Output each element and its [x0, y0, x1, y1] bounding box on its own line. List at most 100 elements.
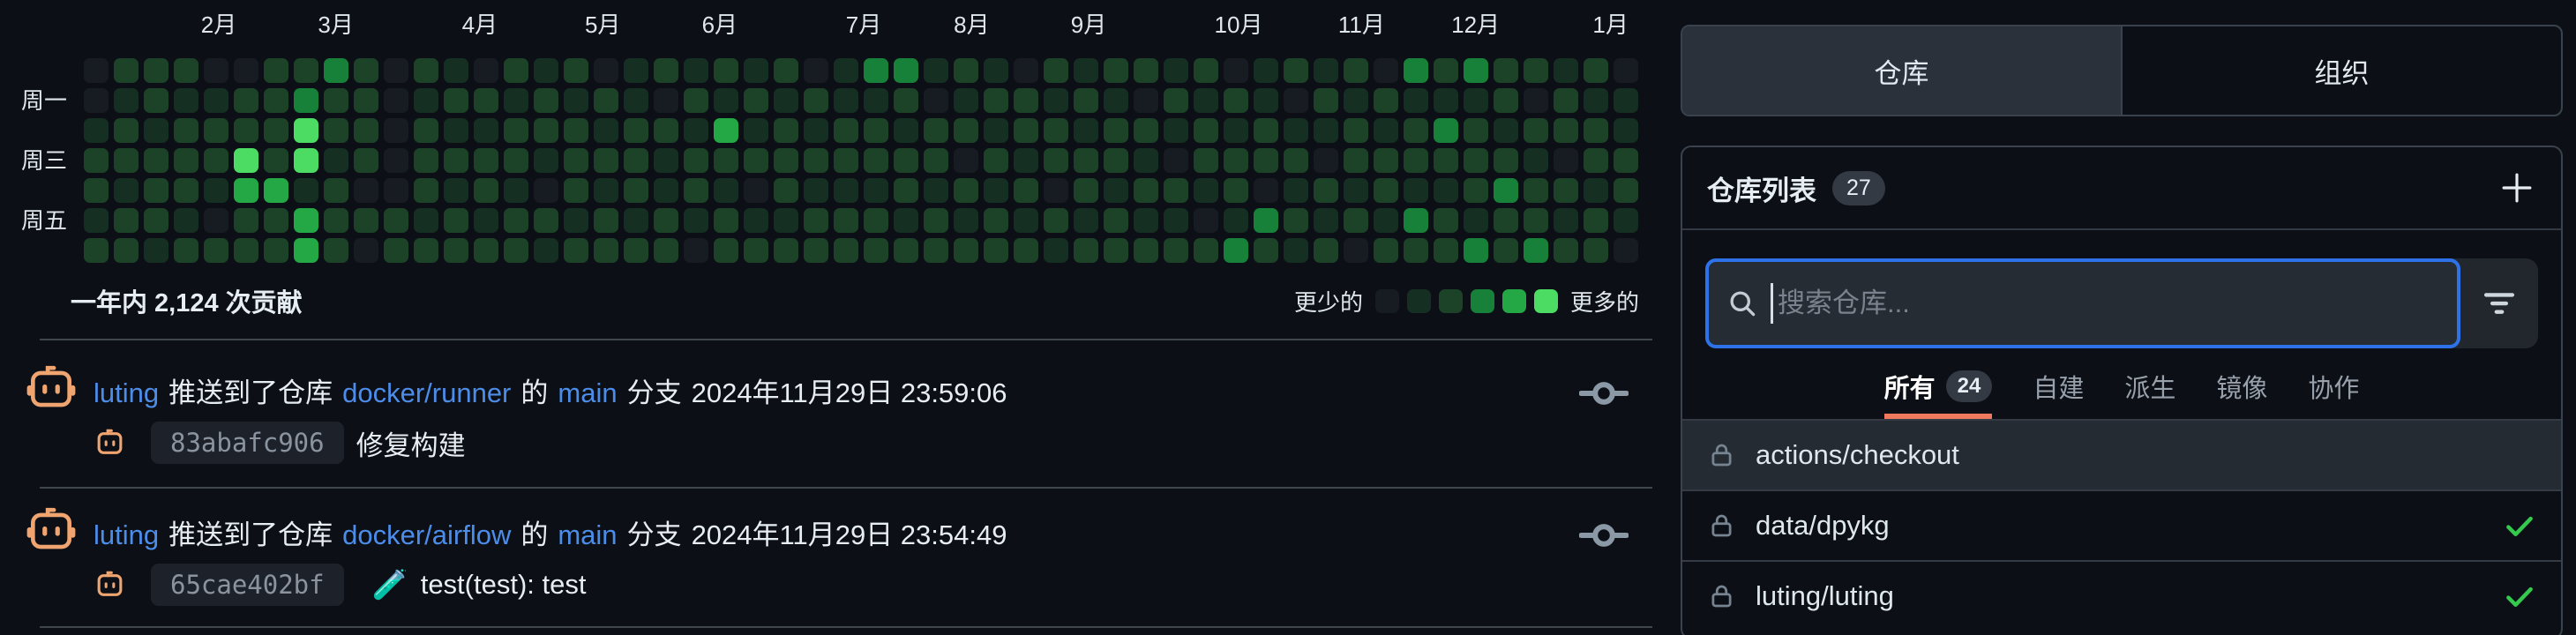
heatmap-cell[interactable] — [924, 88, 948, 113]
heatmap-cell[interactable] — [84, 178, 109, 203]
heatmap-cell[interactable] — [1344, 148, 1368, 173]
heatmap-cell[interactable] — [834, 208, 858, 233]
heatmap-cell[interactable] — [834, 58, 858, 83]
heatmap-cell[interactable] — [294, 118, 318, 143]
heatmap-cell[interactable] — [1554, 178, 1578, 203]
heatmap-cell[interactable] — [1524, 148, 1548, 173]
heatmap-cell[interactable] — [564, 208, 588, 233]
heatmap-cell[interactable] — [1194, 178, 1218, 203]
heatmap-cell[interactable] — [324, 178, 348, 203]
heatmap-cell[interactable] — [1374, 148, 1398, 173]
heatmap-cell[interactable] — [444, 148, 468, 173]
heatmap-cell[interactable] — [324, 118, 348, 143]
heatmap-cell[interactable] — [264, 88, 288, 113]
heatmap-cell[interactable] — [564, 148, 588, 173]
heatmap-cell[interactable] — [324, 88, 348, 113]
heatmap-cell[interactable] — [234, 238, 258, 263]
heatmap-cell[interactable] — [384, 178, 408, 203]
heatmap-cell[interactable] — [594, 58, 618, 83]
heatmap-cell[interactable] — [594, 238, 618, 263]
heatmap-cell[interactable] — [204, 88, 228, 113]
heatmap-cell[interactable] — [744, 148, 768, 173]
heatmap-cell[interactable] — [144, 178, 168, 203]
heatmap-cell[interactable] — [864, 58, 888, 83]
heatmap-cell[interactable] — [114, 208, 139, 233]
heatmap-cell[interactable] — [1314, 208, 1338, 233]
heatmap-cell[interactable] — [1554, 148, 1578, 173]
heatmap-cell[interactable] — [1134, 238, 1158, 263]
heatmap-cell[interactable] — [804, 148, 828, 173]
heatmap-cell[interactable] — [894, 58, 918, 83]
filter-tab-all[interactable]: 所有 24 — [1883, 368, 1993, 419]
heatmap-cell[interactable] — [1104, 118, 1128, 143]
heatmap-grid[interactable] — [84, 58, 1644, 268]
heatmap-cell[interactable] — [1434, 118, 1458, 143]
heatmap-cell[interactable] — [924, 148, 948, 173]
heatmap-cell[interactable] — [864, 178, 888, 203]
heatmap-cell[interactable] — [114, 88, 139, 113]
heatmap-cell[interactable] — [264, 148, 288, 173]
heatmap-cell[interactable] — [1374, 118, 1398, 143]
heatmap-cell[interactable] — [1104, 238, 1128, 263]
heatmap-cell[interactable] — [84, 88, 109, 113]
heatmap-cell[interactable] — [294, 178, 318, 203]
heatmap-cell[interactable] — [144, 148, 168, 173]
heatmap-cell[interactable] — [834, 118, 858, 143]
branch-link[interactable]: main — [558, 377, 618, 408]
heatmap-cell[interactable] — [1164, 58, 1188, 83]
heatmap-cell[interactable] — [654, 148, 678, 173]
heatmap-cell[interactable] — [714, 58, 738, 83]
heatmap-cell[interactable] — [1344, 178, 1368, 203]
heatmap-cell[interactable] — [1284, 208, 1308, 233]
heatmap-cell[interactable] — [1434, 208, 1458, 233]
search-box[interactable] — [1705, 258, 2460, 348]
heatmap-cell[interactable] — [1044, 178, 1068, 203]
heatmap-cell[interactable] — [1254, 58, 1278, 83]
heatmap-cell[interactable] — [1104, 58, 1128, 83]
tab-repositories[interactable]: 仓库 — [1682, 26, 2121, 115]
heatmap-cell[interactable] — [1524, 58, 1548, 83]
heatmap-cell[interactable] — [504, 178, 528, 203]
heatmap-cell[interactable] — [1044, 238, 1068, 263]
heatmap-cell[interactable] — [474, 118, 498, 143]
heatmap-cell[interactable] — [594, 118, 618, 143]
heatmap-cell[interactable] — [1164, 238, 1188, 263]
heatmap-cell[interactable] — [1104, 208, 1128, 233]
heatmap-cell[interactable] — [414, 238, 438, 263]
filter-tab-collaborative[interactable]: 协作 — [2308, 368, 2359, 419]
heatmap-cell[interactable] — [1284, 58, 1308, 83]
heatmap-cell[interactable] — [1134, 148, 1158, 173]
heatmap-cell[interactable] — [1224, 178, 1248, 203]
heatmap-cell[interactable] — [114, 178, 139, 203]
heatmap-cell[interactable] — [1614, 148, 1638, 173]
heatmap-cell[interactable] — [504, 88, 528, 113]
user-link[interactable]: luting — [94, 519, 160, 550]
heatmap-cell[interactable] — [1554, 58, 1578, 83]
heatmap-cell[interactable] — [1584, 148, 1608, 173]
heatmap-cell[interactable] — [414, 118, 438, 143]
heatmap-cell[interactable] — [234, 58, 258, 83]
heatmap-cell[interactable] — [1254, 178, 1278, 203]
heatmap-cell[interactable] — [624, 118, 648, 143]
heatmap-cell[interactable] — [924, 238, 948, 263]
heatmap-cell[interactable] — [594, 208, 618, 233]
heatmap-cell[interactable] — [1344, 88, 1368, 113]
heatmap-cell[interactable] — [444, 178, 468, 203]
heatmap-cell[interactable] — [384, 238, 408, 263]
heatmap-cell[interactable] — [84, 238, 109, 263]
heatmap-cell[interactable] — [1464, 58, 1488, 83]
heatmap-cell[interactable] — [204, 58, 228, 83]
heatmap-cell[interactable] — [1374, 238, 1398, 263]
heatmap-cell[interactable] — [264, 208, 288, 233]
heatmap-cell[interactable] — [1254, 118, 1278, 143]
filter-tab-mirrors[interactable]: 镜像 — [2216, 368, 2267, 419]
tab-organizations[interactable]: 组织 — [2121, 26, 2561, 115]
robot-avatar-icon[interactable] — [24, 362, 79, 416]
heatmap-cell[interactable] — [1404, 208, 1428, 233]
heatmap-cell[interactable] — [504, 148, 528, 173]
heatmap-cell[interactable] — [984, 148, 1008, 173]
heatmap-cell[interactable] — [1074, 178, 1098, 203]
heatmap-cell[interactable] — [384, 148, 408, 173]
heatmap-cell[interactable] — [624, 88, 648, 113]
heatmap-cell[interactable] — [654, 208, 678, 233]
